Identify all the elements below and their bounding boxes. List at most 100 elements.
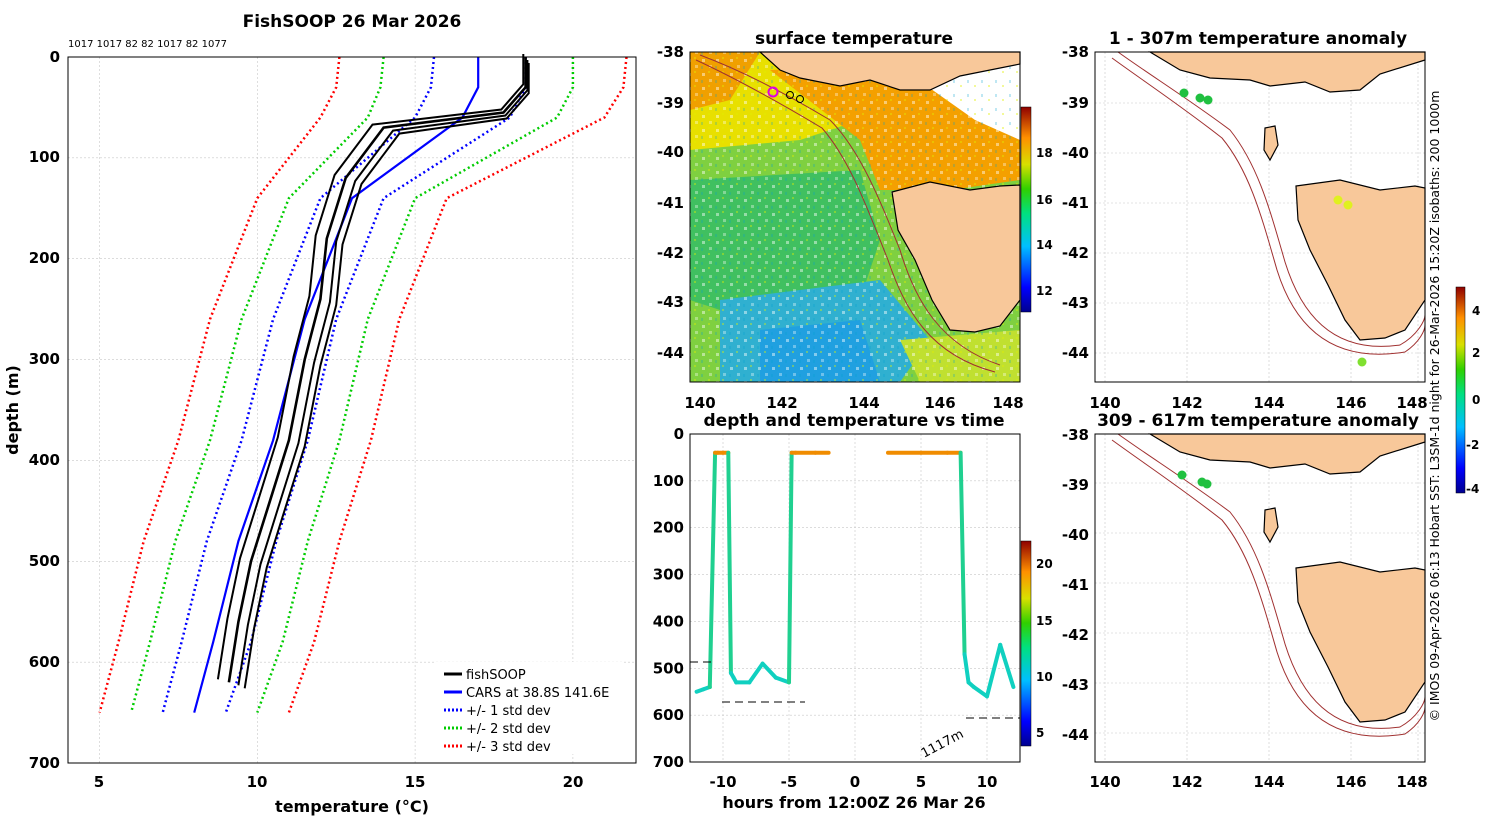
legend-label: +/- 2 std dev <box>466 722 551 737</box>
time-series-segment <box>707 450 718 690</box>
anom-bottom-ytick: -43 <box>1062 676 1089 694</box>
sst-ytick: -40 <box>657 143 684 161</box>
anom-top-xtick: 144 <box>1253 394 1284 412</box>
time-xlabel: hours from 12:00Z 26 Mar 26 <box>722 793 985 812</box>
isobath-1000 <box>1111 57 1426 355</box>
time-title: depth and temperature vs time <box>704 411 1005 431</box>
sst-track-point <box>786 91 794 99</box>
profile-ytick: 500 <box>29 552 60 570</box>
sst-title: surface temperature <box>755 29 953 49</box>
sst-xtick: 148 <box>992 394 1023 412</box>
anom-top-point <box>1203 95 1213 105</box>
time-cbar-tick: 20 <box>1036 557 1053 571</box>
anom-bottom-ytick: -42 <box>1062 626 1089 644</box>
anom-top-point <box>1179 88 1189 98</box>
time-y-ticks: 0 100 200 300 400 500 600 700 <box>653 425 684 771</box>
time-series-segment <box>985 642 1003 699</box>
profile-xtick: 10 <box>247 773 268 791</box>
sst-cbar-tick: 18 <box>1036 146 1053 160</box>
tasmania-coast <box>1295 561 1426 723</box>
profile-ytick: 400 <box>29 451 60 469</box>
anom-bottom-title: 309 - 617m temperature anomaly <box>1097 411 1419 431</box>
profile-series-line <box>193 57 480 713</box>
isobath-200 <box>1117 51 1426 347</box>
sst-xtick: 144 <box>848 394 879 412</box>
legend-label: CARS at 38.8S 141.6E <box>466 686 609 701</box>
anom-top-ytick: -41 <box>1062 194 1089 212</box>
profile-ytick: 300 <box>29 350 60 368</box>
sst-cbar-tick: 14 <box>1036 238 1053 252</box>
profile-axes-frame <box>67 56 637 764</box>
anom-top-ytick: -39 <box>1062 94 1089 112</box>
time-ytick: 600 <box>653 706 684 724</box>
time-series-segment <box>958 450 967 657</box>
sst-cbar-tick: 12 <box>1036 284 1053 298</box>
profile-lines <box>98 54 628 714</box>
isobath-1000 <box>695 59 996 373</box>
anom-top-point <box>1195 93 1205 103</box>
time-cbar-tick: 5 <box>1036 726 1044 740</box>
island-coast <box>1263 507 1279 544</box>
anom-bottom-xtick: 142 <box>1171 773 1202 791</box>
time-series-segment <box>962 652 971 685</box>
time-colorbar <box>1020 540 1032 747</box>
island-coast <box>1263 125 1279 162</box>
anom-top-ytick: -43 <box>1062 294 1089 312</box>
time-cbar-tick: 10 <box>1036 670 1053 684</box>
anom-top-xtick: 142 <box>1171 394 1202 412</box>
profile-x-ticks: 5 10 15 20 <box>94 773 584 791</box>
profile-ytick: 700 <box>29 754 60 772</box>
sst-ytick: -43 <box>657 293 684 311</box>
time-axes-frame <box>689 433 1021 763</box>
tasmania-coast <box>1295 179 1426 341</box>
time-ytick: 100 <box>653 472 684 490</box>
time-xtick: 0 <box>850 773 860 791</box>
time-x-ticks: -10 -5 0 5 10 <box>709 773 997 791</box>
profile-legend: fishSOOP CARS at 38.8S 141.6E +/- 1 std … <box>436 662 624 755</box>
anom-bottom-point <box>1202 479 1212 489</box>
profile-series-line <box>161 56 436 713</box>
profile-ytick: 600 <box>29 653 60 671</box>
anom-top-ytick: -44 <box>1062 344 1089 362</box>
depth-stamp: 1017 1017 82 82 1017 82 1077 <box>68 39 227 50</box>
isobath-200 <box>699 54 1001 366</box>
anom-bottom-xtick: 146 <box>1335 773 1366 791</box>
anom-top-ytick: -42 <box>1062 244 1089 262</box>
time-panel: depth and temperature vs time 1117m 20 1… <box>653 411 1053 812</box>
anom-bottom-ytick: -38 <box>1062 426 1089 444</box>
time-ytick: 200 <box>653 519 684 537</box>
legend-box <box>436 662 624 754</box>
sst-ytick: -44 <box>657 344 684 362</box>
anom-bottom-ytick: -41 <box>1062 576 1089 594</box>
profile-xtick: 20 <box>563 773 584 791</box>
legend-label: +/- 1 std dev <box>466 704 551 719</box>
sst-track-point <box>796 95 804 103</box>
profile-xlabel: temperature (°C) <box>275 797 429 816</box>
time-series-segment <box>760 661 778 680</box>
profile-series-line <box>287 56 628 714</box>
anom-top-title: 1 - 307m temperature anomaly <box>1109 29 1407 49</box>
anom-bottom-xtick: 144 <box>1253 773 1284 791</box>
time-xtick: 10 <box>977 773 998 791</box>
anom-top-point <box>1333 195 1343 205</box>
anom-bottom-ytick: -40 <box>1062 526 1089 544</box>
anom-bottom-point <box>1177 470 1187 480</box>
time-ytick: 300 <box>653 566 684 584</box>
sst-cbar-tick: 16 <box>1036 193 1053 207</box>
time-series-segment <box>998 642 1016 690</box>
profile-series-line <box>256 57 575 714</box>
sst-ytick: -42 <box>657 244 684 262</box>
sst-ytick: -41 <box>657 194 684 212</box>
anom-top-xtick: 140 <box>1089 394 1120 412</box>
anom-bottom-axes-frame <box>1094 433 1426 763</box>
anom-cbar-tick: 4 <box>1472 304 1480 318</box>
anom-colorbar <box>1455 286 1466 494</box>
profile-grid <box>68 57 636 763</box>
profile-series-line <box>224 57 527 714</box>
profile-series-line <box>227 57 527 683</box>
sst-colorbar <box>1020 106 1032 313</box>
time-ytick: 500 <box>653 659 684 677</box>
sst-xtick: 142 <box>766 394 797 412</box>
isobath-200 <box>1117 433 1426 729</box>
